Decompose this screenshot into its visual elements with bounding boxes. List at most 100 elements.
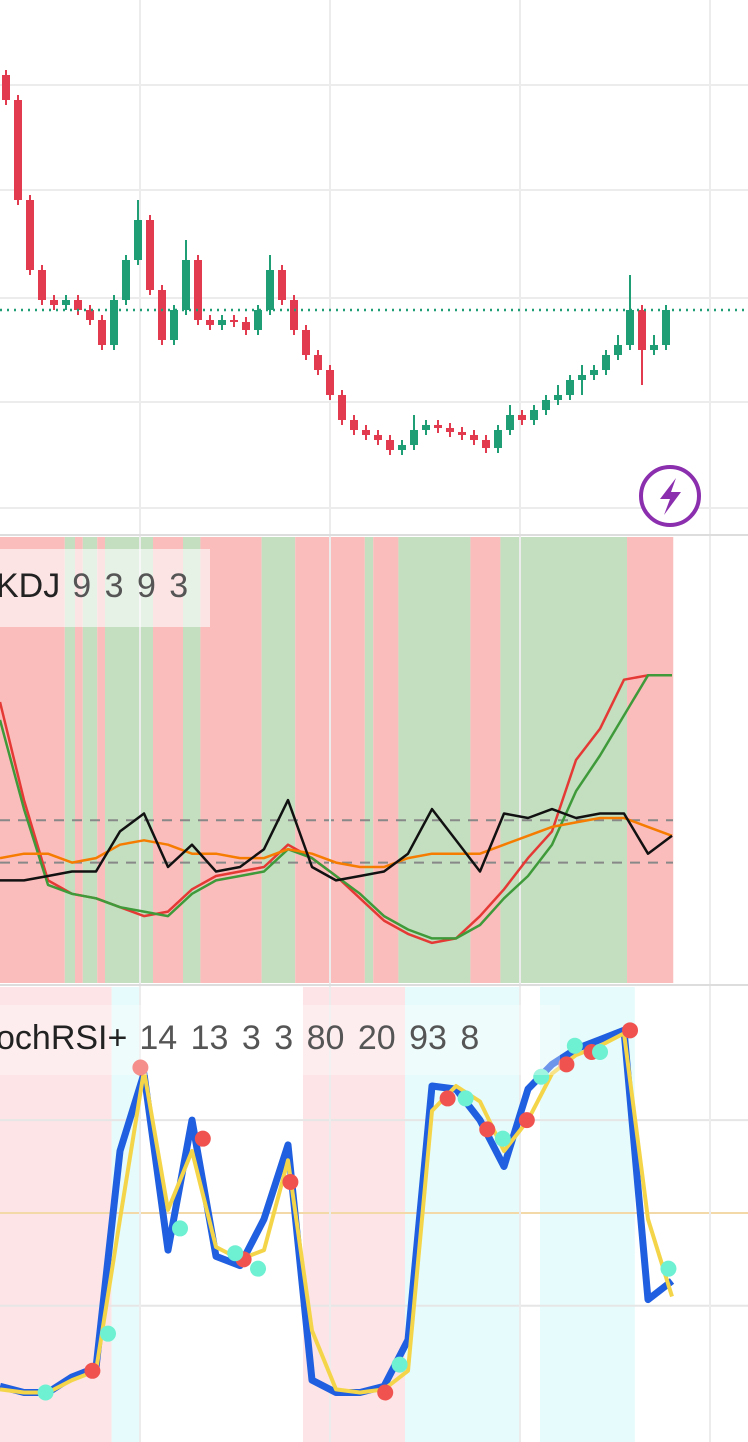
candle-body — [638, 310, 646, 350]
candle-body — [554, 395, 562, 400]
candle-body — [74, 300, 82, 310]
candle-body — [86, 310, 94, 320]
candle-body — [170, 310, 178, 340]
candle-body — [122, 260, 130, 300]
candle-body — [254, 310, 262, 330]
candle-body — [230, 320, 238, 322]
candle-body — [530, 410, 538, 420]
candle-body — [338, 395, 346, 420]
signal-dot — [84, 1362, 101, 1379]
signal-dot — [439, 1090, 456, 1107]
background-layer — [0, 537, 748, 1442]
candle-body — [314, 355, 322, 370]
candle-body — [362, 430, 370, 435]
signal-dot — [37, 1384, 54, 1401]
background-band — [500, 537, 628, 983]
price-grid — [0, 84, 748, 509]
flash-icon[interactable] — [660, 478, 681, 515]
candle-body — [662, 310, 670, 345]
indicator-params: 14 13 3 3 80 20 93 8 — [139, 1019, 479, 1057]
signal-dot — [592, 1044, 609, 1060]
indicator-params: 9 3 9 3 — [72, 567, 188, 605]
candle-body — [266, 270, 274, 310]
background-band — [64, 537, 76, 983]
background-band — [398, 537, 471, 983]
indicator-line — [0, 674, 672, 940]
candle-body — [482, 440, 490, 448]
candle-body — [386, 440, 394, 450]
candle-body — [26, 200, 34, 270]
candle-body — [290, 300, 298, 330]
candle-body — [206, 320, 214, 325]
indicator-line — [0, 798, 673, 882]
candle-body — [98, 320, 106, 345]
candle-body — [158, 290, 166, 340]
signal-dot — [622, 1022, 639, 1039]
signal-dot — [227, 1245, 244, 1262]
candle-body — [506, 415, 514, 430]
candle-body — [590, 370, 598, 375]
candle-body — [110, 300, 118, 345]
signal-dot — [132, 1059, 149, 1076]
signal-dot — [282, 1174, 299, 1190]
candle-body — [458, 432, 466, 435]
signal-dot — [391, 1356, 408, 1373]
signal-dot — [479, 1121, 496, 1138]
signal-dot — [377, 1384, 394, 1401]
candle-body — [446, 428, 454, 432]
candle-body — [326, 370, 334, 395]
indicator-name: KDJ — [0, 567, 60, 605]
candle-body — [134, 220, 142, 260]
background-band — [261, 537, 296, 983]
candle-body — [494, 430, 502, 448]
signal-dot — [533, 1068, 550, 1085]
indicator-line — [0, 1026, 675, 1396]
candle-body — [218, 320, 226, 325]
background-band — [470, 537, 501, 983]
signal-dot — [494, 1130, 511, 1147]
candle-body — [14, 100, 22, 200]
background-band — [627, 537, 674, 983]
candle-body — [410, 430, 418, 445]
signal-dot — [194, 1130, 211, 1147]
background-band — [75, 537, 83, 983]
signal-dot — [518, 1112, 535, 1129]
candle-body — [302, 330, 310, 355]
signal-dot — [566, 1037, 583, 1054]
candle-body — [434, 425, 442, 428]
candle-body — [626, 310, 634, 345]
indicator-name: ochRSI+ — [0, 1019, 127, 1057]
signal-dot — [172, 1220, 189, 1237]
candle-body — [614, 345, 622, 355]
signal-dot — [457, 1090, 474, 1107]
candle-body — [278, 270, 286, 300]
candle-body — [38, 270, 46, 300]
candle-body — [50, 300, 58, 305]
candle-body — [350, 420, 358, 430]
data-layer — [0, 70, 748, 1401]
candle-body — [62, 300, 70, 305]
background-band — [200, 537, 262, 983]
candle-body — [470, 435, 478, 440]
label-layer: KDJ 9 3 9 3 ochRSI+ 14 13 3 3 80 20 93 8 — [0, 549, 560, 1075]
signal-dot — [558, 1056, 575, 1073]
candle-body — [422, 425, 430, 430]
signal-dot — [250, 1260, 267, 1277]
candle-body — [602, 355, 610, 370]
candle-body — [566, 380, 574, 395]
candle-body — [578, 375, 586, 380]
candle-body — [2, 75, 10, 100]
background-band — [303, 987, 406, 1442]
candle-body — [374, 435, 382, 440]
background-band — [183, 537, 201, 983]
legend-box — [0, 1005, 560, 1075]
flash-button[interactable] — [639, 465, 701, 527]
candle-body — [146, 220, 154, 290]
background-band — [364, 537, 374, 983]
signal-dot — [660, 1260, 677, 1277]
legend-box — [0, 549, 210, 627]
candle-body — [398, 445, 406, 450]
candle-body — [542, 400, 550, 410]
background-band — [97, 537, 106, 983]
